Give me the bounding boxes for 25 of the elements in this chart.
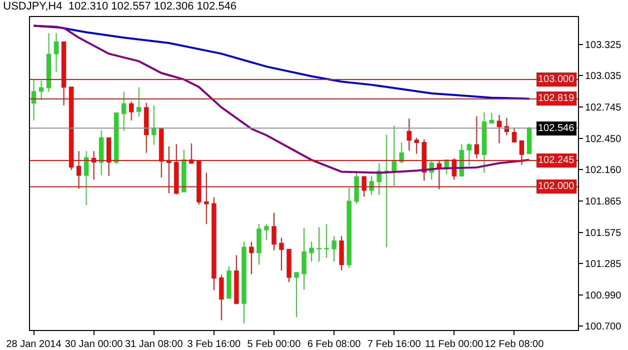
ref-line-label: 102.000 xyxy=(538,181,575,192)
y-tick-label: 103.035 xyxy=(585,71,622,82)
y-tick-label: 102.745 xyxy=(585,102,622,114)
chart-title: USDJPY,H4 102.310 102.557 102.306 102.546 xyxy=(3,0,237,12)
y-tick-label: 100.990 xyxy=(585,290,622,302)
ref-line-label: 102.819 xyxy=(538,93,575,104)
x-tick-label: 28 Jan 2014 xyxy=(6,339,62,350)
x-tick-label: 12 Feb 08:00 xyxy=(484,339,544,350)
x-tick-label: 5 Feb 00:00 xyxy=(247,339,302,350)
y-tick-label: 101.865 xyxy=(585,196,622,208)
ref-line-label: 102.546 xyxy=(538,123,575,134)
ref-line-label: 102.245 xyxy=(538,155,575,166)
x-tick-label: 6 Feb 08:00 xyxy=(307,339,362,350)
y-tick-label: 101.285 xyxy=(585,258,622,270)
y-tick-label: 102.160 xyxy=(585,165,622,176)
x-tick-label: 11 Feb 00:00 xyxy=(425,339,484,350)
ref-line-label: 103.000 xyxy=(538,74,575,85)
x-tick-label: 7 Feb 16:00 xyxy=(367,339,422,350)
y-tick-label: 101.575 xyxy=(585,228,622,239)
y-tick-label: 100.700 xyxy=(585,322,622,333)
y-tick-label: 102.450 xyxy=(585,134,622,145)
x-tick-label: 3 Feb 16:00 xyxy=(187,339,242,350)
x-tick-label: 30 Jan 00:00 xyxy=(64,339,124,350)
y-tick-label: 103.325 xyxy=(585,40,622,52)
x-tick-label: 31 Jan 08:00 xyxy=(124,339,184,350)
